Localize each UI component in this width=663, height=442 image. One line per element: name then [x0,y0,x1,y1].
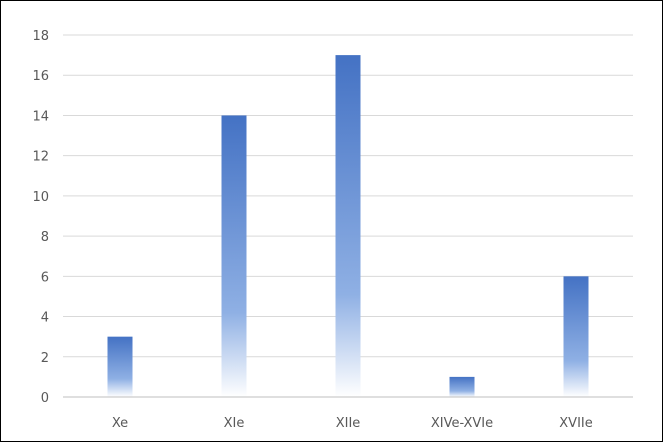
bars [107,55,589,397]
y-axis-tick-labels: 0 2 4 6 8 10 12 14 16 18 [32,29,49,406]
x-tick-label: Xe [112,416,128,431]
bar-XIe [221,115,247,397]
y-tick-label: 12 [32,150,49,165]
bar-XIVe-XVIe [449,376,475,397]
bar-Xe [107,336,133,397]
y-tick-label: 10 [32,190,49,205]
y-tick-label: 6 [41,270,49,285]
y-tick-label: 2 [41,351,49,366]
x-tick-label: XIIe [336,416,361,431]
bar-XVIIe [563,276,589,397]
x-tick-label: XIe [224,416,245,431]
bar-XIIe [335,55,361,397]
y-tick-label: 14 [32,109,49,124]
y-tick-label: 4 [41,311,49,326]
x-tick-label: XIVe-XVIe [431,416,493,431]
y-tick-label: 16 [32,69,49,84]
y-tick-label: 8 [41,230,49,245]
y-tick-label: 18 [32,29,49,44]
x-tick-label: XVIIe [559,416,592,431]
x-axis-tick-labels: Xe XIe XIIe XIVe-XVIe XVIIe [112,416,593,431]
y-tick-label: 0 [41,391,49,406]
